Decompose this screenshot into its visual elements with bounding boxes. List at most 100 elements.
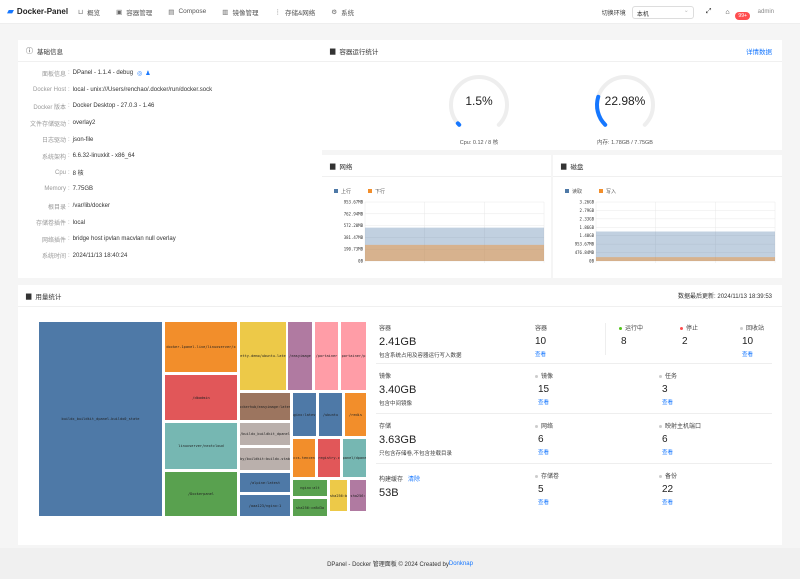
- runtime-stats-card: ▆ 容器运行统计 详情数据 1.5% Cpu: 0.12 / 8 核 22.98%…: [322, 40, 782, 150]
- stat-desc: 只包含存储卷,不包含挂载目录: [379, 451, 453, 457]
- user-menu[interactable]: admin: [757, 9, 774, 15]
- info-key: Docker 版本: [33, 104, 66, 111]
- info-row: 存储卷插件: local: [18, 214, 322, 231]
- nav-containers[interactable]: ▣ 容器管理: [116, 7, 152, 17]
- treemap-tile[interactable]: portainer/p: [340, 321, 367, 391]
- container-count: 容器 10 查看: [535, 323, 547, 358]
- y-tick-label: 0B: [589, 259, 594, 264]
- y-tick-label: 3.26GB: [580, 200, 595, 205]
- info-icon: ⓘ: [26, 47, 33, 55]
- tile-label: nginx:latest: [292, 412, 317, 417]
- nav-label: 概览: [87, 9, 101, 17]
- stat-size: 2.41GB: [379, 336, 417, 348]
- nav-images[interactable]: ▥ 镜像管理: [222, 7, 258, 17]
- view-tasks-link[interactable]: 查看: [662, 400, 674, 406]
- tile-label: buildx_buildkit_dpanel-buildx0_state: [61, 417, 140, 421]
- stat-label: 存储: [379, 424, 392, 430]
- view-networks-link[interactable]: 查看: [538, 450, 550, 456]
- tile-label: docker.1panel.live/linuxserver/x: [166, 345, 236, 349]
- treemap-tile[interactable]: pretty-demo/ubuntu-latest: [239, 321, 287, 391]
- treemap-tile[interactable]: dockerhub/easyimage:latest: [239, 392, 291, 421]
- stat-size: 3.63GB: [379, 434, 417, 446]
- memory-value: 22.98%: [604, 94, 646, 108]
- view-volumes-link[interactable]: 查看: [538, 500, 550, 506]
- chart-icon: ▆: [330, 162, 336, 170]
- nav-label: 存储&网络: [284, 9, 316, 17]
- y-tick-label: 953.67MB: [575, 242, 595, 247]
- footer-author-link[interactable]: Donknap: [448, 560, 473, 567]
- treemap-tile[interactable]: registry.c: [317, 438, 341, 478]
- treemap-tile[interactable]: /dbadmin: [164, 374, 238, 421]
- treemap-tile[interactable]: nginx:latest: [292, 392, 317, 437]
- stat-label: 备份: [665, 474, 678, 480]
- tile-label: registry.c: [318, 456, 340, 460]
- task-count: 任务 3 查看: [659, 371, 677, 406]
- legend-swatch: [334, 189, 338, 193]
- view-backups-link[interactable]: 查看: [662, 500, 674, 506]
- status-dot: [535, 374, 538, 378]
- basic-info-card: ⓘ 基础信息 面板信息: DPanel - 1.1.4 - debug ◎ ♟ Docke…: [18, 40, 322, 278]
- tile-label: pretty-demo/ubuntu-latest: [240, 354, 286, 358]
- env-value: 本机: [636, 11, 649, 18]
- info-value: local: [72, 219, 86, 226]
- volume-count: 存储卷 5 查看: [535, 471, 559, 506]
- treemap-tile[interactable]: nginx:alt: [292, 479, 328, 497]
- brand-logo[interactable]: ▰ Docker-Panel: [7, 6, 68, 17]
- compose-icon: ▤: [168, 8, 175, 16]
- info-key: 网络插件: [41, 237, 66, 244]
- info-key: 系统时间: [41, 254, 66, 261]
- nav-storage-network[interactable]: ⋮ 存储&网络: [274, 7, 315, 17]
- treemap-tile[interactable]: /buildx_buildkit_dpanel: [239, 422, 291, 446]
- cpu-gauge-fill: [455, 121, 462, 127]
- info-key: 面板信息: [41, 71, 66, 78]
- treemap-tile[interactable]: ccr.ccs.tencentyun: [292, 438, 316, 478]
- stat-label: 镜像: [541, 374, 554, 380]
- env-select[interactable]: 本机: [631, 5, 694, 19]
- stat-label: 存储卷: [541, 474, 560, 480]
- treemap-tile[interactable]: moby/buildkit:buildx-stable: [239, 447, 291, 471]
- detail-data-link[interactable]: 详情数据: [746, 48, 772, 56]
- clear-cache-button[interactable]: 清除: [408, 477, 421, 483]
- storage-size: 存储 3.63GB 只包含存储卷,不包含挂载目录: [379, 421, 452, 457]
- treemap-tile[interactable]: /aaa123/nginx:1: [239, 494, 291, 517]
- view-ports-link[interactable]: 查看: [662, 450, 674, 456]
- status-dot: [659, 424, 662, 428]
- view-containers-link[interactable]: 查看: [535, 352, 547, 358]
- treemap-tile[interactable]: dpanel/dpanel: [342, 438, 367, 478]
- nav-label: 镜像管理: [232, 9, 259, 17]
- nav-system[interactable]: ⚙ 系统: [331, 7, 354, 17]
- treemap-tile[interactable]: docker.1panel.live/linuxserver/x: [164, 321, 238, 373]
- treemap-tile[interactable]: /portainer: [314, 321, 339, 391]
- treemap-tile[interactable]: /easyimage: [287, 321, 313, 391]
- fullscreen-icon[interactable]: ⤢: [705, 8, 712, 15]
- info-value: bridge host ipvlan macvlan null overlay: [72, 236, 176, 243]
- treemap-tile[interactable]: sha256:ce8d3a: [292, 498, 328, 517]
- nav-overview[interactable]: ⊔ 概览: [78, 7, 100, 17]
- legend-label: 上行: [341, 188, 351, 195]
- stat-desc: 包含系统占用及容器运行写入数据: [379, 353, 462, 359]
- card-title: 磁盘: [570, 163, 584, 171]
- view-images-link[interactable]: 查看: [538, 400, 550, 406]
- github-icon[interactable]: ◎: [137, 70, 143, 77]
- notification-button[interactable]: ⌂ 99+: [725, 9, 750, 20]
- treemap-tile[interactable]: /ubuntu: [318, 392, 343, 437]
- top-navbar: ▰ Docker-Panel ⊔ 概览 ▣ 容器管理 ▤ Compose ▥ 镜像管理 ⋮…: [0, 0, 800, 24]
- treemap-tile[interactable]: linuxserver/nextcloud: [164, 422, 238, 470]
- treemap-tile[interactable]: buildx_buildkit_dpanel-buildx0_state: [38, 321, 163, 517]
- info-row: Memory:7.75GB: [18, 181, 322, 198]
- view-trash-link[interactable]: 查看: [742, 352, 754, 358]
- qq-icon[interactable]: ♟: [145, 70, 151, 77]
- nav-compose[interactable]: ▤ Compose: [168, 7, 206, 17]
- divider: [376, 363, 772, 364]
- treemap-tile[interactable]: /redis: [344, 392, 367, 437]
- storage-icon: ⋮: [274, 8, 281, 16]
- image-size: 镜像 3.40GB 包含中间镜像: [379, 371, 416, 407]
- nav-label: 容器管理: [126, 9, 153, 17]
- treemap-tile[interactable]: /alpine:latest: [239, 472, 291, 493]
- image-count: 镜像 15 查看: [535, 371, 553, 406]
- info-value: DPanel - 1.1.4 - debug: [72, 70, 134, 77]
- treemap-tile[interactable]: sha256:b: [329, 479, 348, 512]
- treemap-tile[interactable]: /Dockerpanel: [164, 471, 238, 517]
- stat-value: 8: [621, 336, 627, 347]
- treemap-tile[interactable]: sha256:: [349, 479, 367, 512]
